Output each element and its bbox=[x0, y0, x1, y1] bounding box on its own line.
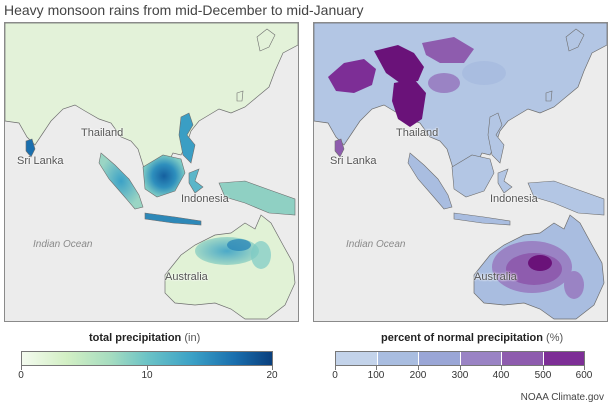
legend-left-tick bbox=[21, 366, 22, 370]
asia-near-normal bbox=[462, 61, 506, 85]
legend-left-tick bbox=[147, 366, 148, 370]
queensland-wet-area bbox=[251, 241, 271, 269]
sri-lanka-island bbox=[25, 138, 36, 158]
taiwan-island bbox=[236, 90, 244, 102]
legend-right-tick bbox=[335, 366, 336, 370]
australia-landmass bbox=[164, 214, 296, 320]
china-high-area bbox=[422, 37, 474, 63]
legend-right-tick bbox=[584, 366, 585, 370]
legend-left-title: total precipitation (in) bbox=[89, 332, 200, 344]
java-island bbox=[144, 212, 202, 226]
label-indian-ocean: Indian Ocean bbox=[346, 239, 406, 250]
sri-lanka-island bbox=[334, 138, 345, 158]
sumatra-island bbox=[407, 152, 453, 210]
legend-left-label: total precipitation bbox=[89, 332, 182, 344]
legend-right-tick-label: 100 bbox=[367, 370, 385, 381]
legend-right-swatch bbox=[377, 352, 419, 365]
legend-right-swatch bbox=[502, 352, 544, 365]
new-guinea-island bbox=[218, 180, 296, 216]
legend-right-swatch bbox=[419, 352, 461, 365]
legend-right-tick-label: 400 bbox=[492, 370, 510, 381]
legend-right-colorbar bbox=[335, 351, 585, 366]
java-island bbox=[453, 212, 511, 226]
label-sri-lanka: Sri Lanka bbox=[17, 155, 64, 167]
percent-of-normal-map: Sri Lanka Thailand Indonesia Indian Ocea… bbox=[313, 22, 608, 322]
sulawesi-island bbox=[188, 168, 204, 194]
label-australia: Australia bbox=[165, 271, 208, 283]
legend-right-tick bbox=[501, 366, 502, 370]
north-australia-wet-area bbox=[195, 237, 259, 265]
legend-right-tick bbox=[376, 366, 377, 370]
legend-right-tick bbox=[418, 366, 419, 370]
legend-right-tick bbox=[543, 366, 544, 370]
label-indonesia: Indonesia bbox=[490, 193, 538, 205]
borneo-island bbox=[142, 154, 186, 198]
legend-left-tick-label: 10 bbox=[141, 370, 153, 381]
legend-left-tick-label: 20 bbox=[266, 370, 278, 381]
southeast-asia-extreme-area bbox=[392, 79, 426, 127]
total-precipitation-map: Sri Lanka Thailand Indonesia Indian Ocea… bbox=[4, 22, 299, 322]
label-thailand: Thailand bbox=[396, 127, 439, 139]
taiwan-island bbox=[545, 90, 553, 102]
sumatra-island bbox=[98, 152, 144, 210]
figure-title: Heavy monsoon rains from mid-December to… bbox=[4, 2, 364, 18]
australia-extreme-area bbox=[528, 255, 552, 271]
japan-island bbox=[565, 28, 585, 52]
japan-island bbox=[256, 28, 276, 52]
legend-right-tick-label: 200 bbox=[409, 370, 427, 381]
legend-right-tick-label: 300 bbox=[451, 370, 469, 381]
himalaya-extreme-area bbox=[374, 45, 424, 83]
legend-right-title: percent of normal precipitation (%) bbox=[381, 332, 563, 344]
new-guinea-island bbox=[527, 180, 605, 216]
label-sri-lanka: Sri Lanka bbox=[330, 155, 377, 167]
legend-left-tick-label: 0 bbox=[18, 370, 24, 381]
legend-right-swatch bbox=[460, 352, 502, 365]
label-thailand: Thailand bbox=[81, 127, 124, 139]
legend-right-swatch bbox=[543, 352, 584, 365]
legend-right-tick bbox=[460, 366, 461, 370]
australia-east-high-area bbox=[564, 271, 584, 299]
north-australia-wet-core bbox=[227, 239, 251, 251]
legend-left-colorbar bbox=[21, 351, 273, 366]
legend-left-tick bbox=[272, 366, 273, 370]
label-indian-ocean: Indian Ocean bbox=[33, 239, 93, 250]
label-indonesia: Indonesia bbox=[181, 193, 229, 205]
philippines-islands bbox=[487, 112, 505, 164]
sulawesi-island bbox=[497, 168, 513, 194]
legend-right-tick-label: 500 bbox=[534, 370, 552, 381]
total-precipitation-map-svg bbox=[5, 23, 298, 320]
asia-high-blob bbox=[428, 73, 460, 93]
percent-of-normal-map-svg bbox=[314, 23, 607, 320]
philippines-islands bbox=[178, 112, 196, 164]
label-australia: Australia bbox=[474, 271, 517, 283]
legend-right-label: percent of normal precipitation bbox=[381, 332, 543, 344]
legend-right-swatch bbox=[336, 352, 378, 365]
borneo-island bbox=[451, 154, 495, 198]
legend-right-tick-label: 0 bbox=[332, 370, 338, 381]
india-extreme-area bbox=[328, 59, 376, 93]
legend-left-unit: (in) bbox=[184, 332, 201, 344]
credit-text: NOAA Climate.gov bbox=[520, 392, 604, 403]
legend-right-tick-label: 600 bbox=[575, 370, 593, 381]
legend-right-unit: (%) bbox=[546, 332, 564, 344]
